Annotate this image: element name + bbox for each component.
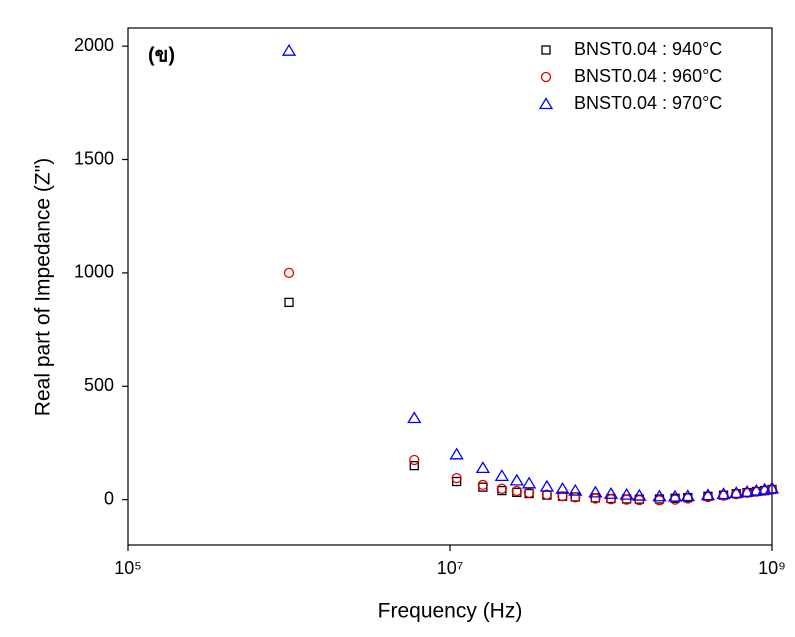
y-tick-label: 1000: [74, 262, 114, 282]
marker-triangle: [509, 473, 524, 486]
marker-triangle: [716, 487, 731, 500]
marker-triangle: [749, 483, 764, 496]
marker-triangle: [407, 411, 422, 424]
marker-triangle: [667, 489, 683, 502]
y-tick-label: 1500: [74, 148, 114, 168]
marker-circle: [540, 71, 552, 83]
marker-square: [409, 460, 419, 471]
marker-triangle: [619, 487, 634, 500]
marker-triangle: [555, 482, 570, 494]
marker-circle: [496, 483, 508, 494]
marker-square: [541, 45, 551, 55]
marker-triangle: [729, 486, 744, 498]
marker-circle: [605, 494, 617, 505]
marker-circle: [409, 454, 420, 466]
annotation: (ข): [148, 44, 175, 66]
marker-circle: [590, 493, 601, 504]
legend-label: BNST0.04 : 960°C: [574, 66, 722, 86]
x-tick-label: 10⁹: [758, 558, 786, 578]
y-tick-label: 500: [84, 375, 114, 395]
x-axis-title: Frequency (Hz): [378, 600, 523, 623]
marker-circle: [541, 489, 553, 500]
marker-triangle: [449, 447, 464, 460]
marker-circle: [557, 491, 568, 502]
marker-triangle: [652, 489, 667, 502]
marker-triangle: [494, 469, 510, 481]
legend-label: BNST0.04 : 940°C: [574, 39, 722, 59]
marker-circle: [570, 492, 581, 503]
marker-triangle: [680, 489, 695, 502]
marker-triangle: [475, 461, 491, 474]
marker-triangle: [538, 97, 554, 110]
marker-triangle: [521, 476, 537, 489]
marker-square: [452, 476, 462, 487]
legend-label: BNST0.04 : 970°C: [574, 93, 722, 113]
marker-square: [284, 297, 294, 308]
marker-circle: [283, 267, 295, 279]
marker-triangle: [700, 488, 716, 501]
marker-triangle: [588, 485, 603, 498]
marker-triangle: [568, 483, 583, 496]
x-tick-label: 10⁵: [114, 558, 141, 578]
marker-triangle: [764, 481, 780, 494]
marker-triangle: [603, 486, 619, 499]
marker-circle: [511, 485, 522, 497]
marker-triangle: [539, 479, 555, 492]
y-axis-title: Real part of Impedance (Z"): [32, 158, 55, 416]
y-tick-label: 0: [104, 488, 114, 508]
x-tick-label: 10⁷: [437, 558, 464, 578]
marker-triangle: [281, 43, 297, 56]
y-tick-label: 2000: [74, 35, 114, 55]
marker-circle: [477, 479, 489, 491]
marker-triangle: [739, 484, 755, 497]
marker-circle: [451, 472, 462, 484]
marker-triangle: [632, 488, 647, 501]
